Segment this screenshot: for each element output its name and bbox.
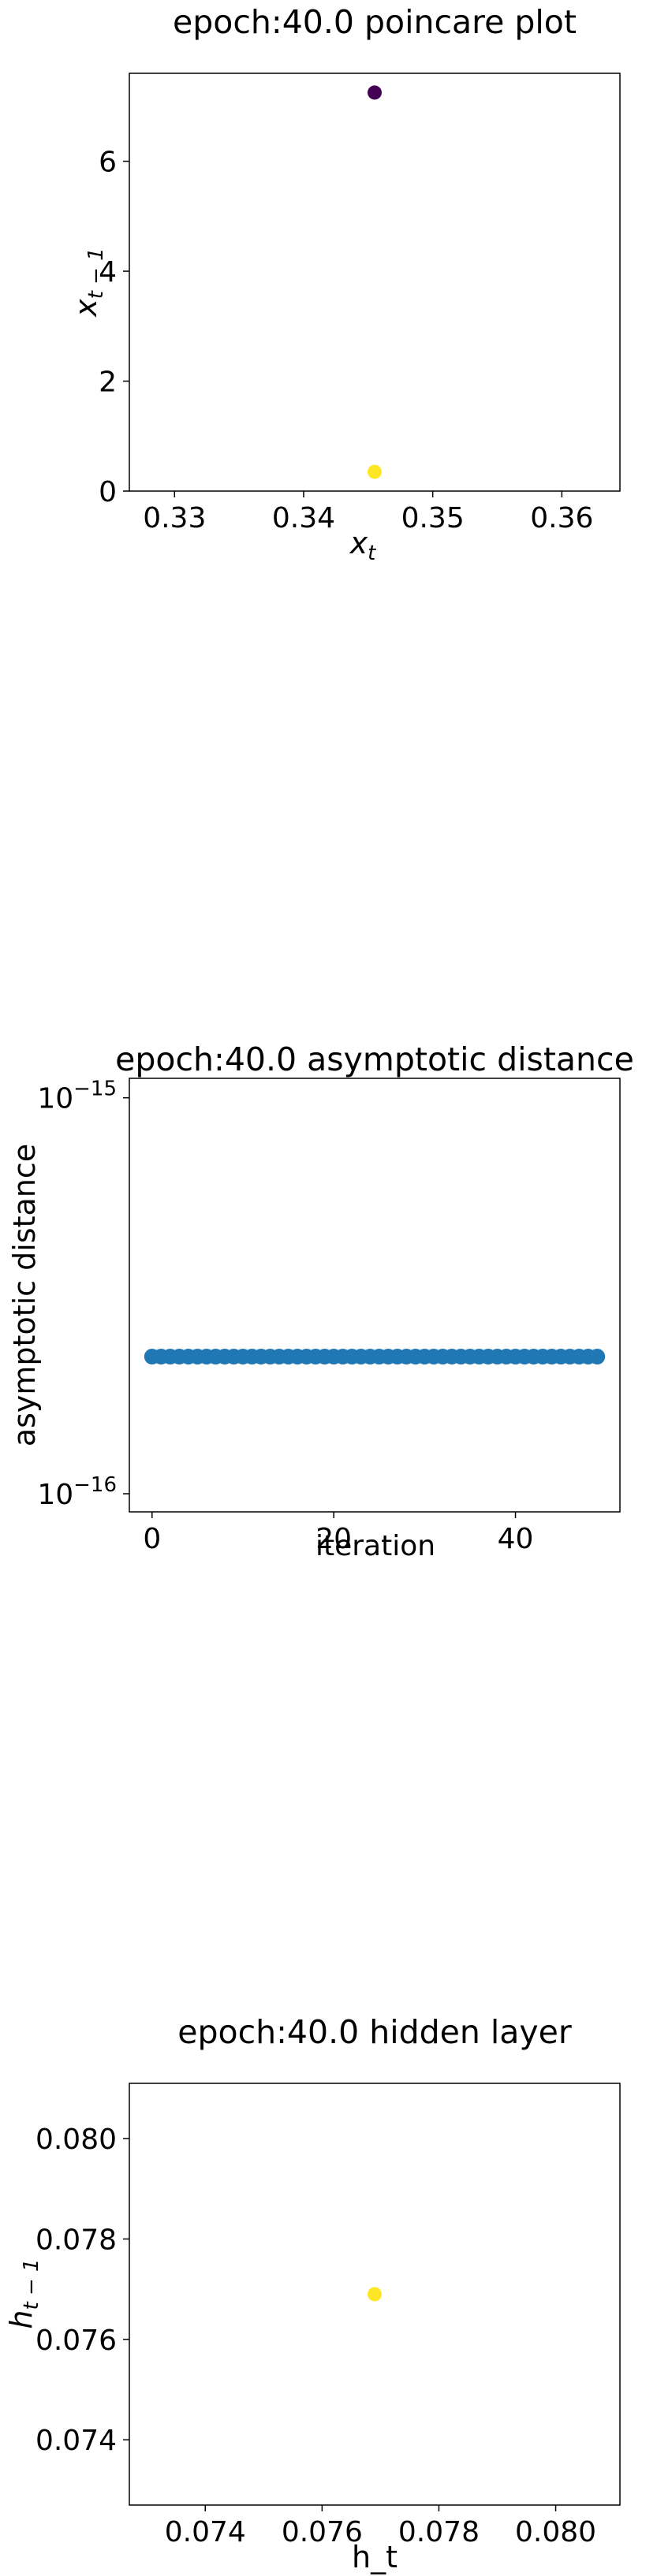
hidden-layer-chart: epoch:40.0 hidden layer 0.074 0.076 0.078 0… <box>4 2013 621 2574</box>
asymptotic-distance-chart: epoch:40.0 asymptotic distance 0 20 40 10−… <box>7 1040 634 1562</box>
x-axis-label: iteration <box>315 1530 435 1562</box>
y-tick-label: 0 <box>99 476 117 508</box>
x-tick-label: 20 <box>315 1523 352 1555</box>
x-tick-label: 0.080 <box>515 2516 596 2548</box>
poincare-chart: epoch:40.0 poincare plot 0.33 0.34 0.35 0.3… <box>69 3 621 565</box>
x-tick-label: 0.076 <box>282 2516 363 2548</box>
y-tick-label: 10−16 <box>37 1473 117 1511</box>
y-tick-label: 0.074 <box>35 2425 117 2457</box>
data-points <box>144 1349 606 1365</box>
data-points <box>368 2287 382 2302</box>
y-axis-label: asymptotic distance <box>7 1144 42 1446</box>
x-tick-label: 0.34 <box>272 502 335 534</box>
x-ticks: 0 20 40 <box>143 1512 533 1555</box>
y-tick-label: 2 <box>99 367 117 399</box>
y-tick-label: 10−15 <box>37 1078 117 1115</box>
x-tick-label: 0.35 <box>401 502 465 534</box>
x-tick-label: 0.33 <box>143 502 206 534</box>
y-tick-label: 0.078 <box>35 2224 117 2256</box>
y-ticks: 0 2 4 6 <box>99 147 129 508</box>
x-axis-label: h_t <box>352 2540 398 2574</box>
y-tick-label: 4 <box>99 256 117 288</box>
x-tick-label: 40 <box>498 1523 534 1555</box>
plot-frame <box>129 73 621 492</box>
data-point <box>368 85 382 100</box>
x-tick-label: 0 <box>143 1523 161 1555</box>
chart-title: epoch:40.0 asymptotic distance <box>115 1040 634 1078</box>
data-points <box>368 85 382 479</box>
y-tick-label: 0.076 <box>35 2325 117 2357</box>
y-axis-label: xt − 1 <box>69 248 108 318</box>
x-ticks: 0.33 0.34 0.35 0.36 <box>143 491 593 534</box>
plot-frame <box>129 2083 621 2506</box>
data-point <box>368 464 382 479</box>
x-tick-label: 0.074 <box>165 2516 246 2548</box>
y-axis-label: ht − 1 <box>4 2258 43 2328</box>
x-tick-label: 0.36 <box>530 502 593 534</box>
plot-frame <box>129 1078 621 1513</box>
x-ticks: 0.074 0.076 0.078 0.080 <box>165 2505 596 2548</box>
y-tick-label: 6 <box>99 147 117 179</box>
y-ticks: 10−16 10−15 <box>37 1078 129 1511</box>
data-point <box>589 1349 606 1365</box>
chart-title: epoch:40.0 poincare plot <box>173 3 577 41</box>
y-tick-label: 0.080 <box>35 2124 117 2156</box>
x-tick-label: 0.078 <box>398 2516 480 2548</box>
x-axis-label: xt <box>349 526 377 565</box>
chart-title: epoch:40.0 hidden layer <box>177 2013 572 2051</box>
y-ticks: 0.074 0.076 0.078 0.080 <box>35 2124 129 2457</box>
data-point <box>368 2287 382 2302</box>
